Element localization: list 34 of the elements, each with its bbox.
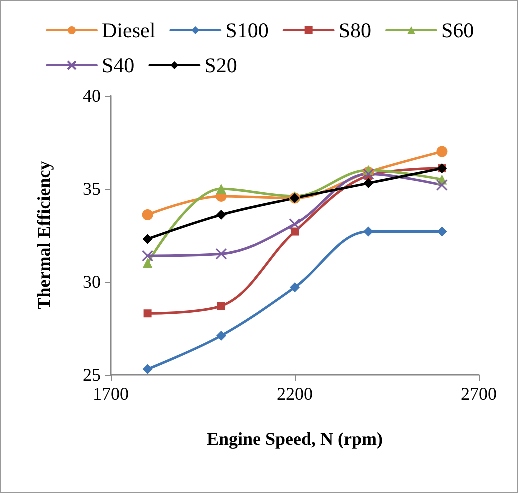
point [216, 210, 226, 220]
point [289, 218, 301, 230]
y-tick-label: 40 [83, 86, 101, 106]
y-tick-label: 25 [83, 365, 101, 385]
point [364, 178, 374, 188]
point [436, 180, 448, 192]
x-tick-label: 2200 [277, 384, 313, 404]
point [144, 310, 152, 318]
y-tick-label: 35 [83, 179, 101, 199]
legend-label: S40 [102, 54, 135, 78]
legend-label: Diesel [102, 18, 156, 42]
y-tick-label: 30 [83, 272, 101, 292]
point [216, 330, 226, 341]
point [364, 226, 374, 237]
legend-label: S100 [226, 18, 269, 42]
point [142, 234, 153, 244]
point [291, 228, 299, 236]
point [142, 364, 153, 374]
point [217, 302, 226, 310]
point [436, 146, 448, 158]
legend-label: S20 [204, 54, 238, 78]
point [142, 258, 153, 268]
point [216, 184, 226, 194]
x-tick-label: 1700 [93, 384, 129, 404]
point [437, 226, 448, 237]
x-tick-label: 2700 [461, 384, 497, 404]
point [290, 282, 300, 293]
legend-label: S60 [442, 18, 474, 42]
point [142, 210, 154, 221]
point [142, 250, 154, 262]
point [216, 248, 228, 260]
x-axis-title: Engine Speed, N (rpm) [206, 429, 384, 449]
y-axis-title: Thermal Efficiency [34, 161, 54, 310]
legend-label: S80 [338, 18, 372, 42]
